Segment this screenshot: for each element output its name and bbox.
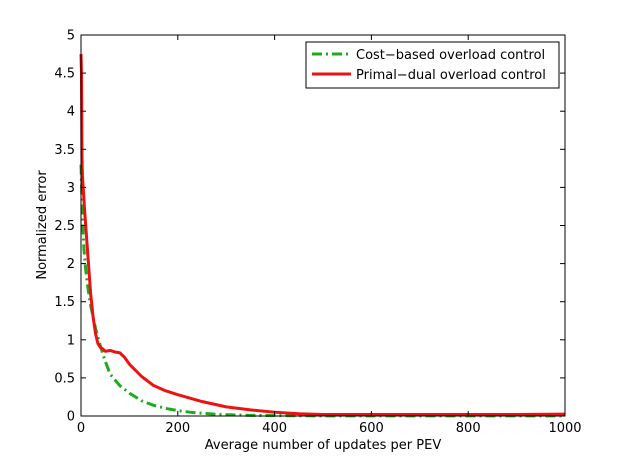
y-tick-label: 0: [67, 410, 75, 425]
x-axis-ticks: 0 200 400 600 800 1000: [77, 35, 582, 436]
legend-label-cost-based: Cost−based overload control: [356, 48, 545, 63]
y-tick-label: 2: [67, 257, 75, 272]
y-tick-label: 5: [67, 29, 75, 44]
x-axis-label: Average number of updates per PEV: [205, 438, 442, 453]
series-line-primal-dual: [79, 54, 566, 416]
x-tick-label: 200: [165, 421, 190, 436]
y-tick-label: 2.5: [54, 219, 75, 234]
x-tick-label: 400: [262, 421, 287, 436]
series-layer: [79, 54, 566, 418]
y-tick-label: 4: [67, 105, 75, 120]
x-tick-label: 1000: [548, 421, 581, 436]
y-tick-label: 3.5: [54, 143, 75, 158]
legend-label-primal-dual: Primal−dual overload control: [356, 68, 546, 83]
plot-area: [81, 35, 565, 416]
y-tick-label: 1: [67, 333, 75, 348]
legend: Cost−based overload control Primal−dual …: [305, 41, 560, 89]
y-axis-ticks: 0 0.5 1 1.5 2 2.5 3 3.5 4 4.5 5: [54, 29, 565, 425]
x-tick-label: 600: [359, 421, 384, 436]
y-tick-label: 0.5: [54, 371, 75, 386]
y-tick-label: 4.5: [54, 67, 75, 82]
x-tick-label: 0: [77, 421, 85, 436]
legend-box: [305, 41, 560, 89]
x-tick-label: 800: [456, 421, 481, 436]
y-axis-label: Normalized error: [35, 170, 50, 280]
y-tick-label: 3: [67, 181, 75, 196]
y-tick-label: 1.5: [54, 295, 75, 310]
